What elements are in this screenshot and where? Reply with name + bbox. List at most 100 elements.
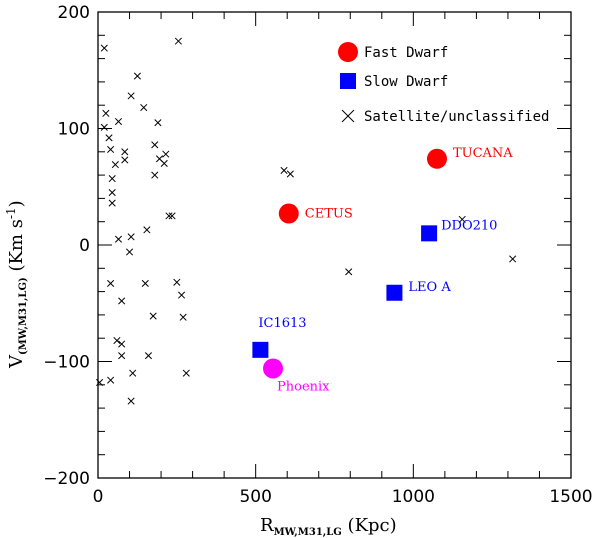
cross-stroke [509,255,517,263]
y-tick-label: 100 [58,120,90,140]
cross-stroke [140,103,148,112]
satellite-point [102,109,110,117]
cross-stroke [111,161,119,169]
dwarf-label: Phoenix [277,379,330,394]
satellite-point [107,376,115,384]
y-tick-label: −200 [43,469,90,489]
dwarf-point-phoenix [263,358,284,379]
cross-stroke [341,109,355,123]
y-axis-title: V(MW,M31,LG) (Km s-1) [4,200,29,369]
y-tick-label: 0 [79,236,90,256]
cross-stroke [107,145,115,154]
cross-stroke [127,233,135,241]
satellite-point [178,291,186,299]
satellite-point [118,297,126,305]
cross-stroke [182,369,190,377]
legend-label: Satellite/unclassified [364,109,549,125]
cross-stroke [133,72,141,80]
cross-stroke [151,141,159,149]
cross-stroke [160,159,168,168]
satellite-point [114,235,123,243]
cross-stroke [141,279,149,287]
satellite-point [107,279,115,287]
satellite-point [100,123,108,131]
satellite-point [127,92,135,100]
dwarf-label: TUCANA [453,146,513,161]
satellite-point [118,340,126,348]
satellite-point [108,189,116,197]
cross-stroke [114,235,123,243]
satellite-point [151,171,159,179]
legend-label: Fast Dwarf [364,45,448,61]
legend: Fast Dwarf Slow Dwarf Satellite/unclassifi… [338,42,549,125]
satellite-point [286,170,294,178]
satellite-point [173,278,181,286]
cross-stroke [114,117,123,126]
cross-stroke [151,171,159,179]
cross-stroke [174,37,182,45]
satellite-point [144,352,153,360]
cross-stroke [129,369,137,377]
cross-stroke [154,119,162,127]
legend-marker-cross [341,109,355,123]
satellite-point [114,117,123,126]
cross-stroke [100,123,108,131]
cross-stroke [286,170,294,178]
satellite-point [143,226,151,234]
dwarf-point-tucana [426,148,447,169]
cross-stroke [173,278,181,286]
satellite-point [100,44,108,52]
axis-ticks: 0 500 1000 1500 −200 −100 0 100 200 [43,3,592,507]
cross-stroke [143,226,151,234]
satellite-point [151,141,159,149]
cross-stroke [149,312,157,320]
cross-stroke [345,268,353,276]
legend-marker-circle [338,42,358,62]
cross-stroke [280,166,288,174]
satellite-point [108,175,116,183]
cross-stroke [178,291,186,299]
satellite-point [133,72,141,80]
x-tick-label: 0 [93,487,104,507]
data-points: CETUS TUCANA DDO210 LEO A IC1613 Phoenix [96,37,517,405]
satellite-point [160,159,168,168]
cross-stroke [155,155,164,163]
dwarf-label: IC1613 [258,316,306,331]
cross-stroke [118,352,126,360]
legend-marker-square [340,73,356,89]
satellite-point [127,397,135,405]
cross-stroke [107,376,115,384]
cross-stroke [121,148,129,156]
cross-stroke [118,297,126,305]
plot-frame [97,11,572,479]
cross-stroke [105,134,113,142]
cross-stroke [127,397,135,405]
cross-stroke [144,352,153,360]
cross-stroke [102,109,110,117]
dwarf-point-ic1613 [252,341,269,358]
cross-stroke [107,279,115,287]
cross-stroke [168,212,176,220]
satellite-point [458,215,466,223]
satellite-point [149,312,157,320]
satellite-point [121,148,129,156]
dwarf-label: CETUS [305,207,353,222]
satellite-point [179,313,187,321]
cross-stroke [179,313,187,321]
cross-stroke [118,340,126,348]
satellite-point [509,255,517,263]
dwarf-point-ddo210 [421,225,438,242]
satellite-point [113,336,121,345]
cross-stroke [113,336,121,345]
axis-titles: RMW,M31,LG (Kpc) V(MW,M31,LG) (Km s-1) [4,200,397,538]
satellite-point [129,369,137,377]
satellite-point [165,212,173,220]
cross-stroke [458,215,466,223]
satellite-point [141,279,149,287]
cross-stroke [108,175,116,183]
x-axis-title: RMW,M31,LG (Kpc) [260,515,397,538]
cross-stroke [125,248,134,256]
satellite-point [140,103,148,112]
satellite-point [107,145,115,154]
cross-stroke [108,189,116,197]
